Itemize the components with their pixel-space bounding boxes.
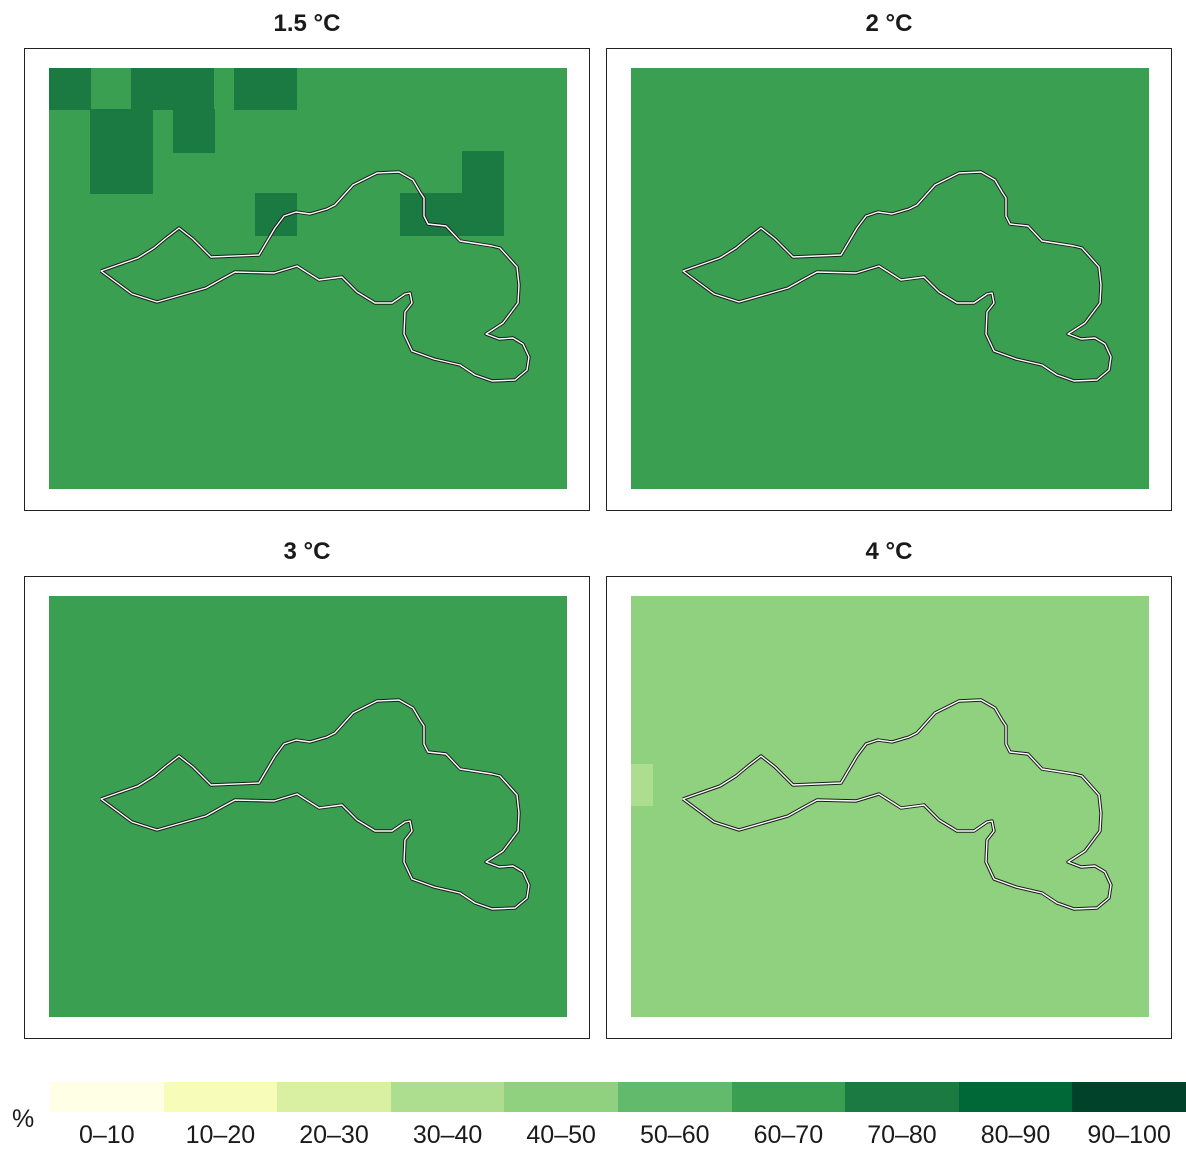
panel-title-2c: 2 °C (865, 10, 913, 37)
map-background (631, 68, 1149, 489)
legend-label: 20–30 (299, 1121, 369, 1149)
legend-swatch (1072, 1082, 1186, 1112)
map-panel-2c (606, 48, 1172, 511)
map-1-5c (49, 68, 567, 489)
panel-title-3c: 3 °C (283, 538, 331, 565)
map-panel-3c (24, 576, 590, 1039)
legend-label: 10–20 (185, 1121, 256, 1149)
legend-swatch (845, 1082, 959, 1112)
grid-cell (400, 193, 504, 236)
grid-cell (49, 68, 91, 110)
map-panel-1-5c (24, 48, 590, 511)
legend-label: 60–70 (753, 1121, 824, 1149)
grid-cell (173, 109, 215, 153)
legend-swatch (504, 1082, 618, 1112)
map-4c (631, 596, 1149, 1017)
grid-cell (234, 68, 297, 110)
legend-swatch (617, 1082, 732, 1112)
map-background (631, 596, 1149, 1017)
legend-labels: 0–10 10–20 20–30 30–40 40–50 50–60 60–70 70–80 8… (50, 1120, 1186, 1150)
map-panel-4c (606, 576, 1172, 1039)
legend-swatch (277, 1082, 391, 1112)
panel-title-1-5c: 1.5 °C (273, 10, 341, 37)
legend-colorbar (50, 1082, 1186, 1112)
legend-label: 40–50 (526, 1121, 596, 1149)
legend-swatch (50, 1082, 164, 1112)
grid-cell (90, 109, 153, 194)
legend-label: 50–60 (640, 1121, 710, 1149)
map-2c (631, 68, 1149, 489)
map-3c (49, 596, 567, 1017)
legend-label: 70–80 (867, 1121, 937, 1149)
legend-label: 80–90 (980, 1121, 1051, 1149)
legend-swatch (390, 1082, 505, 1112)
grid-cell (131, 68, 214, 110)
legend-unit: % (12, 1105, 35, 1133)
legend-swatch (163, 1082, 278, 1112)
grid-cell (462, 151, 504, 194)
legend-swatch (731, 1082, 846, 1112)
legend-swatch (958, 1082, 1073, 1112)
legend-label: 0–10 (78, 1121, 135, 1149)
legend-label: 30–40 (412, 1121, 483, 1149)
grid-cell (631, 764, 653, 806)
legend-label: 90–100 (1087, 1121, 1171, 1149)
panel-title-4c: 4 °C (865, 538, 913, 565)
map-background (49, 596, 567, 1017)
